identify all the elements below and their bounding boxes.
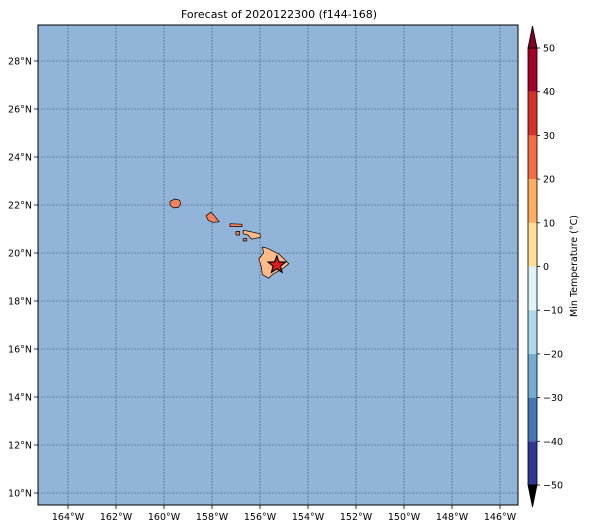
star-icon <box>266 254 288 274</box>
colorbar-tick-label: 0 <box>543 262 549 273</box>
lon-tick-label: 154°W <box>292 512 325 523</box>
longitude-axis: 164°W 162°W 160°W 158°W 156°W 154°W 152°W 150°W… <box>52 505 517 523</box>
colorbar-tick-label: −40 <box>543 437 563 448</box>
lat-tick-label: 22°N <box>8 201 32 212</box>
colorbar-segment <box>528 397 537 442</box>
colorbar-segment <box>528 266 537 311</box>
lon-tick-label: 152°W <box>340 512 373 523</box>
figure-title: Forecast of 2020122300 (f144-168) <box>181 8 377 21</box>
lon-tick-label: 146°W <box>484 512 517 523</box>
colorbar: −50 −40 −30 −20 −10 0 10 20 30 40 50 <box>527 25 563 508</box>
colorbar-label: Min Temperature (°C) <box>569 215 580 317</box>
map-panel: 164°W 162°W 160°W 158°W 156°W 154°W 152°W 150°W… <box>8 24 519 523</box>
colorbar-segment <box>528 441 537 485</box>
island-maui <box>242 229 261 240</box>
colorbar-tick-label: 50 <box>543 44 555 55</box>
graticule <box>38 25 518 505</box>
lon-tick-label: 156°W <box>244 512 277 523</box>
colorbar-tick-label: −50 <box>543 481 563 492</box>
colorbar-tick-label: 20 <box>543 175 555 186</box>
colorbar-tick-label: −20 <box>543 349 563 360</box>
colorbar-over-arrow <box>527 25 538 49</box>
lat-tick-label: 12°N <box>8 441 32 452</box>
map-frame <box>37 24 519 506</box>
island-kauai <box>169 198 182 209</box>
colorbar-segment <box>528 222 537 267</box>
location-marker <box>266 254 288 274</box>
lat-tick-label: 14°N <box>8 393 32 404</box>
island-kahoolawe <box>242 238 248 242</box>
colorbar-tick-label: 30 <box>543 131 555 142</box>
colorbar-tick-label: −30 <box>543 393 563 404</box>
colorbar-segment <box>528 310 537 354</box>
lon-tick-label: 162°W <box>100 512 133 523</box>
lon-tick-label: 164°W <box>52 512 85 523</box>
colorbar-segment <box>528 353 537 398</box>
lon-tick-label: 150°W <box>388 512 421 523</box>
island-molokai <box>229 223 243 227</box>
colorbar-segment <box>528 135 537 180</box>
lat-tick-label: 16°N <box>8 345 32 356</box>
island-oahu <box>205 211 220 223</box>
lat-tick-label: 10°N <box>8 489 32 500</box>
colorbar-under-arrow <box>527 484 538 508</box>
lon-tick-label: 158°W <box>196 512 229 523</box>
lat-tick-label: 28°N <box>8 57 32 68</box>
colorbar-segment <box>528 179 537 223</box>
colorbar-segment <box>528 91 537 136</box>
colorbar-segment <box>528 48 537 92</box>
lat-tick-label: 20°N <box>8 249 32 260</box>
lon-tick-label: 148°W <box>436 512 469 523</box>
colorbar-tick-label: −10 <box>543 306 563 317</box>
island-lanai <box>235 231 240 236</box>
lat-tick-label: 24°N <box>8 153 32 164</box>
lat-tick-label: 26°N <box>8 105 32 116</box>
lon-tick-label: 160°W <box>148 512 181 523</box>
lat-tick-label: 18°N <box>8 297 32 308</box>
colorbar-tick-label: 10 <box>543 218 555 229</box>
latitude-axis: 10°N 12°N 14°N 16°N 18°N 20°N 22°N 24°N 26°N 28°N <box>8 57 38 500</box>
colorbar-tick-label: 40 <box>543 87 555 98</box>
